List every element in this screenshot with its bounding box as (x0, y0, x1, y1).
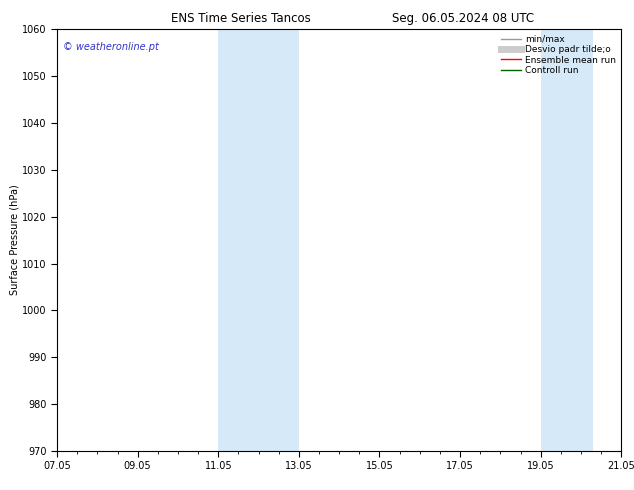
Text: © weatheronline.pt: © weatheronline.pt (63, 42, 158, 52)
Text: ENS Time Series Tancos: ENS Time Series Tancos (171, 12, 311, 25)
Text: Seg. 06.05.2024 08 UTC: Seg. 06.05.2024 08 UTC (392, 12, 534, 25)
Bar (541, 29, 593, 451)
Bar (218, 29, 299, 451)
Y-axis label: Surface Pressure (hPa): Surface Pressure (hPa) (10, 185, 19, 295)
Legend: min/max, Desvio padr tilde;o, Ensemble mean run, Controll run: min/max, Desvio padr tilde;o, Ensemble m… (498, 31, 619, 78)
